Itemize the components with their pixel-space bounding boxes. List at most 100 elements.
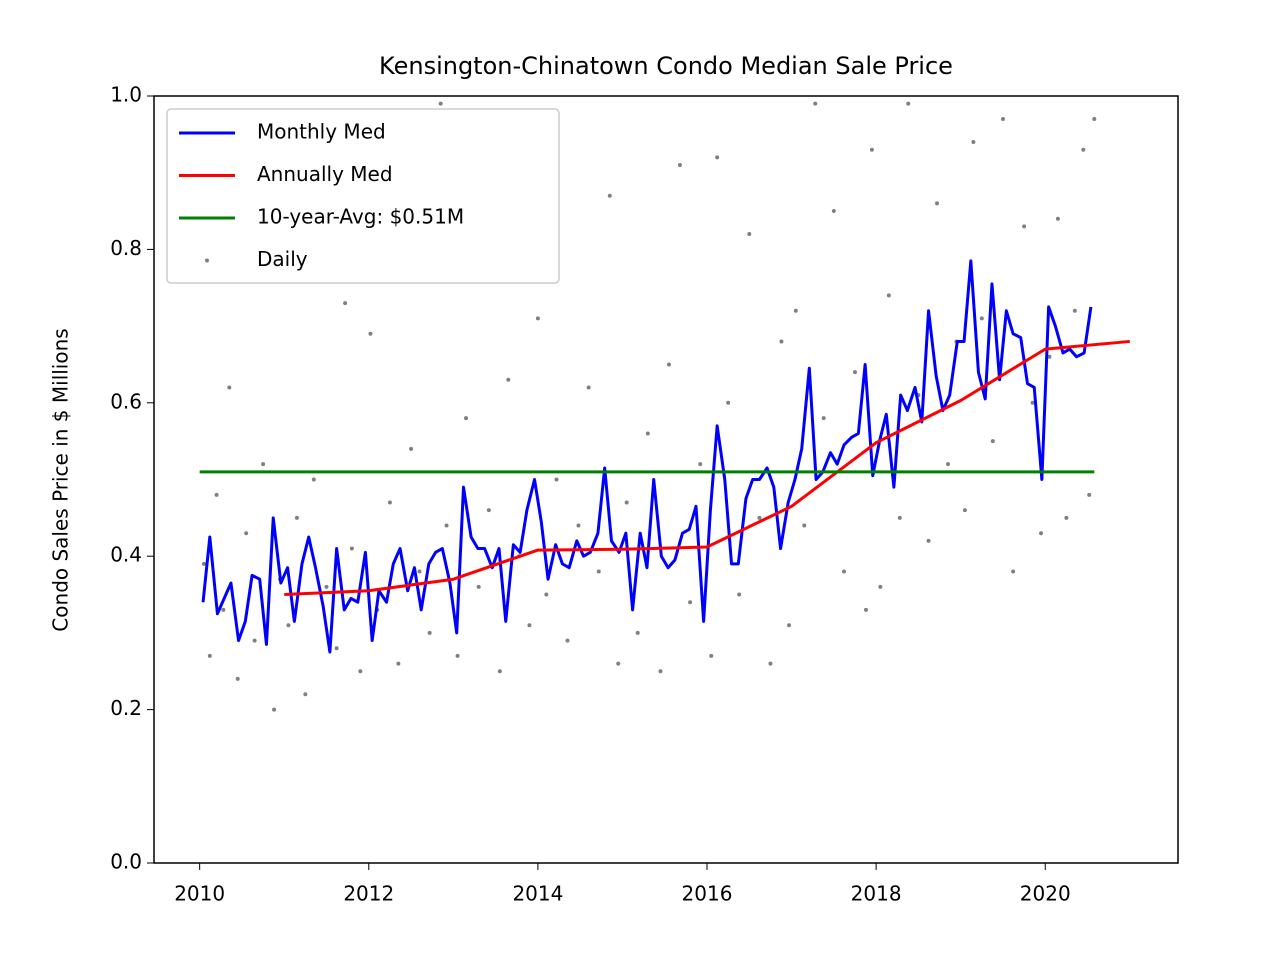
daily-point: [677, 163, 682, 168]
daily-point: [737, 592, 742, 597]
daily-point: [962, 508, 967, 513]
legend: Monthly Med Annually Med 10-year-Avg: $0.5…: [166, 108, 560, 284]
daily-point: [486, 508, 491, 513]
y-tick-label: 0.4: [110, 543, 142, 567]
daily-point: [343, 301, 348, 306]
daily-point: [793, 308, 798, 313]
daily-point: [1087, 492, 1092, 497]
legend-label: Daily: [257, 247, 308, 271]
daily-point: [286, 623, 291, 628]
daily-point: [935, 201, 940, 206]
daily-point: [438, 101, 443, 106]
daily-point: [1000, 117, 1005, 122]
daily-point: [227, 385, 232, 390]
daily-point: [1072, 308, 1077, 313]
daily-point: [201, 561, 206, 566]
daily-point: [715, 155, 720, 160]
daily-point: [476, 584, 481, 589]
daily-point: [616, 661, 621, 666]
daily-point: [311, 477, 316, 482]
daily-point: [324, 584, 329, 589]
daily-point: [831, 209, 836, 214]
daily-point: [897, 515, 902, 520]
daily-point: [368, 331, 373, 336]
y-tick-label: 1.0: [110, 83, 142, 107]
daily-point: [813, 101, 818, 106]
daily-point: [645, 431, 650, 436]
daily-point: [272, 707, 277, 712]
daily-point: [886, 293, 891, 298]
legend-label: Annually Med: [257, 162, 393, 186]
daily-point: [1055, 216, 1060, 221]
daily-point: [768, 661, 773, 666]
daily-point: [576, 523, 581, 528]
x-tick-label: 2016: [682, 882, 733, 906]
daily-point: [1022, 224, 1027, 229]
daily-point: [349, 546, 354, 551]
daily-point: [971, 140, 976, 145]
daily-point: [841, 569, 846, 574]
daily-point: [207, 653, 212, 658]
legend-label: 10-year-Avg: $0.51M: [257, 205, 464, 229]
daily-point: [535, 316, 540, 321]
daily-point: [624, 500, 629, 505]
x-tick-label: 2020: [1020, 882, 1071, 906]
daily-point: [852, 370, 857, 375]
daily-point: [1047, 354, 1052, 359]
x-tick-label: 2012: [343, 882, 394, 906]
daily-point: [821, 416, 826, 421]
daily-point: [726, 400, 731, 405]
daily-point: [878, 584, 883, 589]
daily-point: [979, 316, 984, 321]
daily-point: [1092, 117, 1097, 122]
daily-point: [565, 638, 570, 643]
x-tick-label: 2010: [174, 882, 225, 906]
y-tick-label: 0.8: [110, 236, 142, 260]
daily-point: [698, 462, 703, 467]
daily-point: [244, 531, 249, 536]
legend-box: [166, 108, 560, 284]
plot-frame: [153, 95, 1179, 864]
daily-point: [869, 147, 874, 152]
daily-point: [658, 669, 663, 674]
daily-point: [688, 600, 693, 605]
daily-point: [252, 638, 257, 643]
daily-point: [396, 661, 401, 666]
legend-marker: [205, 258, 209, 263]
legend-label: Monthly Med: [257, 120, 386, 144]
daily-point: [303, 692, 308, 697]
y-tick-label: 0.0: [110, 850, 142, 874]
daily-point: [427, 630, 432, 635]
daily-point: [444, 523, 449, 528]
daily-point: [596, 569, 601, 574]
daily-point: [635, 630, 640, 635]
daily-point: [221, 607, 226, 612]
line-series: [284, 339, 1130, 597]
daily-point: [464, 416, 469, 421]
daily-point: [497, 669, 502, 674]
daily-point: [1064, 515, 1069, 520]
daily-point: [926, 538, 931, 543]
daily-point: [527, 623, 532, 628]
daily-point: [554, 477, 559, 482]
daily-point: [358, 669, 363, 674]
daily-point: [506, 377, 511, 382]
daily-point: [757, 515, 762, 520]
daily-point: [387, 500, 392, 505]
daily-point: [417, 569, 422, 574]
daily-point: [779, 339, 784, 344]
daily-point: [1011, 569, 1016, 574]
y-tick-label: 0.6: [110, 389, 142, 413]
daily-point: [294, 515, 299, 520]
daily-point: [1039, 531, 1044, 536]
daily-point: [214, 492, 219, 497]
daily-point: [709, 653, 714, 658]
daily-point: [787, 623, 792, 628]
daily-point: [1030, 400, 1035, 405]
daily-point: [990, 439, 995, 444]
daily-point: [334, 646, 339, 651]
daily-point: [747, 232, 752, 237]
y-tick-label: 0.2: [110, 696, 142, 720]
x-tick-label: 2018: [851, 882, 902, 906]
daily-point: [946, 462, 951, 467]
